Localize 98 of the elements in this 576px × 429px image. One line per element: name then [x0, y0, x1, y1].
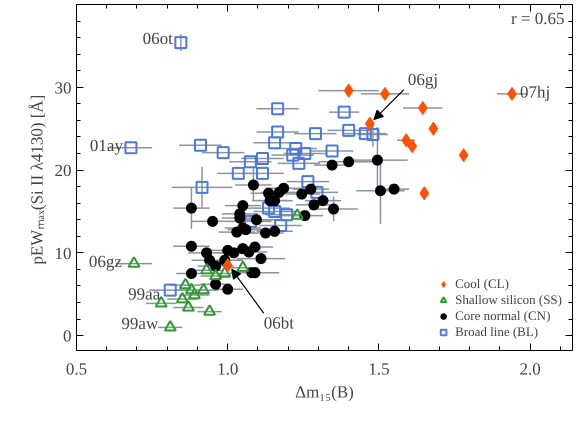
- point: [237, 200, 248, 212]
- point: [407, 139, 418, 154]
- point: [271, 102, 284, 116]
- point: [298, 146, 312, 160]
- point: [268, 204, 282, 218]
- point: [274, 186, 285, 198]
- point: [210, 278, 222, 290]
- point: [328, 203, 340, 214]
- point: [372, 154, 383, 166]
- point: [164, 284, 177, 297]
- point: [374, 185, 386, 196]
- point: [260, 227, 272, 238]
- point: [203, 304, 216, 316]
- point: [274, 219, 288, 232]
- point: [280, 208, 294, 222]
- point: [250, 214, 262, 226]
- point: [188, 288, 201, 300]
- annotation: 06gj: [408, 70, 438, 90]
- point: [222, 284, 234, 295]
- point: [289, 142, 302, 156]
- point: [186, 240, 197, 252]
- point: [290, 208, 304, 220]
- point: [358, 127, 372, 140]
- point: [342, 124, 356, 137]
- point: [326, 144, 339, 158]
- point: [124, 141, 138, 154]
- y-axis-title: pEWₘₐₓ(Si II λ4130) [Å]: [28, 94, 46, 265]
- point: [207, 216, 218, 227]
- point: [419, 186, 430, 200]
- point: [200, 262, 214, 274]
- x-tick-label: 2.0: [520, 360, 541, 378]
- point: [232, 166, 245, 180]
- annotation: r = 0.65: [511, 9, 564, 28]
- annotation: 99aa: [128, 284, 161, 304]
- y-tick-label: 30: [54, 78, 72, 98]
- point: [388, 184, 400, 195]
- point: [292, 156, 306, 170]
- point: [209, 268, 222, 280]
- legend-label: Core normal (CN): [455, 308, 550, 324]
- annotation: 06bt: [264, 314, 294, 333]
- legend-label: Cool (CL): [455, 276, 509, 292]
- point: [343, 156, 354, 168]
- annotation: 01ay: [90, 136, 124, 156]
- y-tick-label: 20: [54, 161, 72, 180]
- point: [256, 166, 269, 180]
- point: [271, 125, 284, 138]
- point: [248, 179, 259, 190]
- point: [418, 100, 428, 115]
- y-tick-label: 10: [54, 244, 72, 263]
- annotation: 06ot: [142, 29, 174, 48]
- point: [308, 127, 322, 140]
- y-tick-label: 0: [63, 326, 72, 346]
- point: [317, 195, 328, 206]
- point: [310, 186, 324, 199]
- point: [184, 282, 198, 294]
- point: [228, 247, 240, 258]
- annotation: 07hj: [520, 82, 550, 102]
- point: [222, 258, 233, 272]
- point: [197, 282, 210, 294]
- x-tick-label: 0.5: [66, 360, 88, 378]
- point: [210, 260, 222, 272]
- point: [218, 266, 232, 278]
- point: [366, 128, 380, 141]
- point: [236, 260, 250, 272]
- point: [231, 226, 242, 238]
- point: [305, 184, 316, 195]
- point: [174, 36, 188, 50]
- annotation: 06gz: [88, 252, 122, 272]
- point: [182, 300, 195, 312]
- point: [127, 256, 140, 268]
- point: [308, 199, 320, 210]
- point: [296, 188, 308, 200]
- point: [262, 202, 276, 215]
- point: [196, 180, 209, 194]
- point: [338, 106, 351, 119]
- point: [244, 155, 257, 168]
- point: [256, 152, 269, 165]
- x-tick-label: 1.5: [368, 360, 390, 378]
- x-axis-title: Δm₁₅(B): [295, 382, 354, 402]
- point: [326, 160, 338, 171]
- legend-label: Shallow silicon (SS): [455, 292, 562, 308]
- point: [164, 320, 177, 332]
- point: [344, 84, 354, 98]
- point: [249, 242, 260, 253]
- point: [301, 175, 314, 188]
- point: [269, 226, 280, 237]
- point: [268, 136, 282, 150]
- point: [255, 253, 266, 264]
- point: [178, 278, 192, 290]
- x-tick-label: 1.0: [217, 360, 238, 378]
- point: [216, 146, 230, 160]
- point: [286, 148, 300, 162]
- annotation: 99aw: [121, 314, 159, 333]
- point: [186, 268, 197, 280]
- point: [194, 138, 207, 152]
- legend-label: Broad line (BL): [455, 324, 538, 340]
- point: [176, 292, 189, 304]
- point: [186, 202, 197, 214]
